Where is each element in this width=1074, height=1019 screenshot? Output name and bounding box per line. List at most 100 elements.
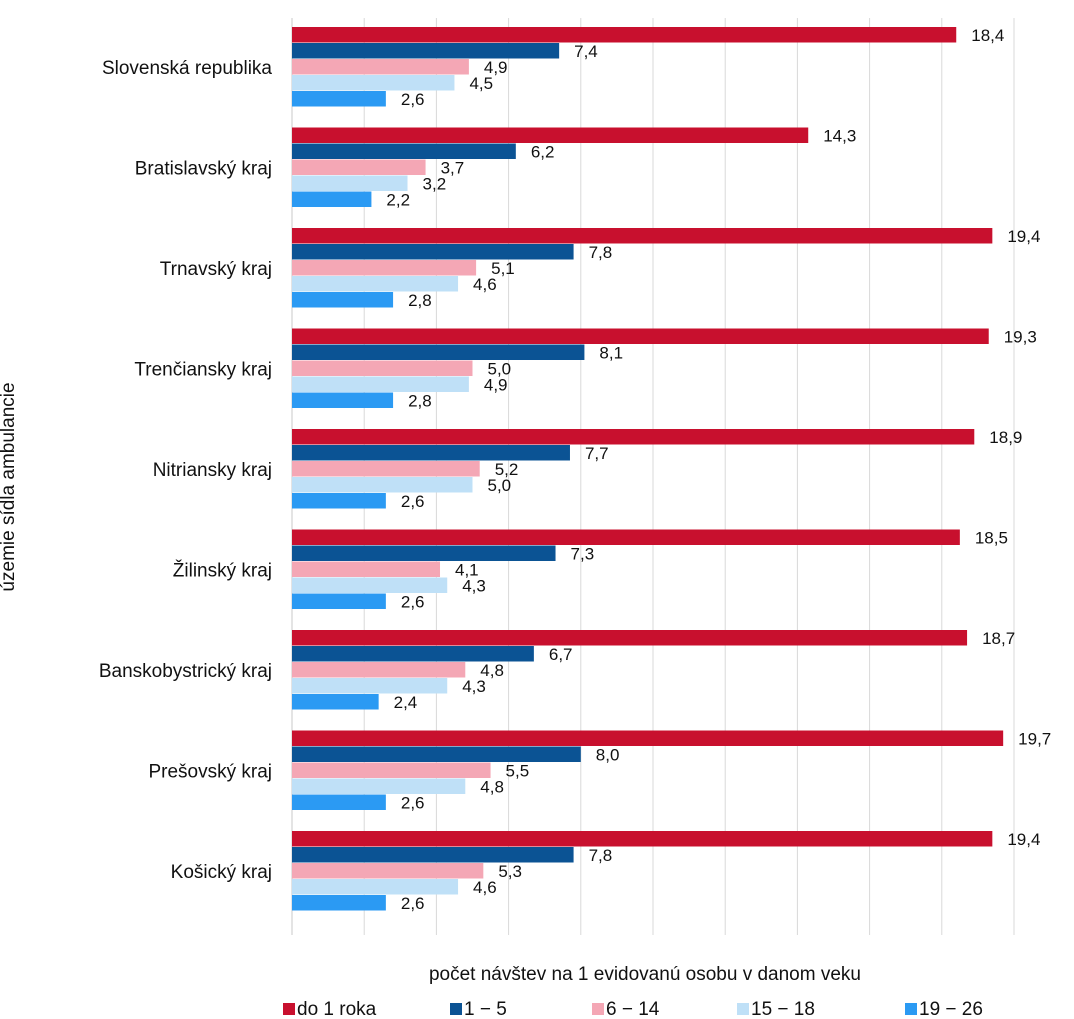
bar <box>292 530 960 546</box>
data-label: 4,3 <box>462 677 486 696</box>
bar <box>292 345 584 361</box>
bar <box>292 461 480 477</box>
legend-swatch <box>592 1003 604 1015</box>
bar <box>292 176 408 192</box>
data-label: 4,6 <box>473 878 497 897</box>
legend-label: 19 − 26 <box>919 999 983 1019</box>
bar <box>292 847 574 863</box>
data-label: 2,6 <box>401 894 425 913</box>
bar <box>292 747 581 763</box>
data-label: 8,1 <box>599 343 623 362</box>
data-label: 6,7 <box>549 645 573 664</box>
bar <box>292 276 458 292</box>
legend-label: 15 − 18 <box>751 999 815 1019</box>
data-label: 14,3 <box>823 126 856 145</box>
data-label: 7,8 <box>589 243 613 262</box>
legend-label: 6 − 14 <box>606 999 660 1019</box>
data-label: 4,6 <box>473 275 497 294</box>
data-label: 4,3 <box>462 576 486 595</box>
category-label: Nitriansky kraj <box>153 460 272 481</box>
bar <box>292 329 989 345</box>
data-label: 7,3 <box>571 544 595 563</box>
bar <box>292 895 386 911</box>
data-label: 2,6 <box>401 793 425 812</box>
data-label: 18,9 <box>989 428 1022 447</box>
bar <box>292 160 426 176</box>
bar <box>292 445 570 461</box>
bar <box>292 59 469 75</box>
bar <box>292 831 992 847</box>
data-label: 4,5 <box>469 74 493 93</box>
bar <box>292 594 386 610</box>
legend-swatch <box>737 1003 749 1015</box>
legend-label: do 1 roka <box>297 999 377 1019</box>
data-label: 2,4 <box>394 693 418 712</box>
legend-item: 1 − 5 <box>450 999 507 1019</box>
bar <box>292 43 559 59</box>
legend-swatch <box>905 1003 917 1015</box>
bar <box>292 678 447 694</box>
bar <box>292 731 1003 747</box>
data-label: 5,5 <box>506 761 530 780</box>
category-label: Bratislavský kraj <box>135 158 272 179</box>
data-label: 8,0 <box>596 745 620 764</box>
data-label: 19,3 <box>1004 327 1037 346</box>
data-label: 4,8 <box>480 777 504 796</box>
legend: do 1 roka 1 − 5 6 − 14 15 − 18 19 − 26 <box>283 999 983 1019</box>
bar <box>292 546 556 562</box>
bar <box>292 694 379 710</box>
data-label: 7,7 <box>585 444 609 463</box>
category-label: Žilinský kraj <box>173 559 272 581</box>
bar <box>292 779 465 795</box>
data-label: 2,8 <box>408 291 432 310</box>
data-label: 18,7 <box>982 629 1015 648</box>
bar <box>292 393 393 409</box>
bar <box>292 244 574 260</box>
data-label: 5,3 <box>498 862 522 881</box>
bar <box>292 144 516 160</box>
category-label: Banskobystrický kraj <box>99 661 272 682</box>
data-label: 7,4 <box>574 42 598 61</box>
data-label: 6,2 <box>531 142 555 161</box>
legend-item: 15 − 18 <box>737 999 815 1019</box>
bar <box>292 75 454 91</box>
bar <box>292 192 371 208</box>
data-label: 4,9 <box>484 375 508 394</box>
bar <box>292 477 473 493</box>
bar <box>292 260 476 276</box>
legend-item: 19 − 26 <box>905 999 983 1019</box>
data-label: 19,4 <box>1007 227 1040 246</box>
data-label: 18,5 <box>975 528 1008 547</box>
legend-swatch <box>450 1003 462 1015</box>
category-labels: Slovenská republika Bratislavský kraj Trna… <box>99 58 273 883</box>
bar <box>292 429 974 445</box>
category-label: Trnavský kraj <box>160 259 272 280</box>
bar <box>292 879 458 895</box>
data-label: 18,4 <box>971 26 1004 45</box>
category-label: Košický kraj <box>171 862 272 883</box>
bar <box>292 578 447 594</box>
data-label: 2,8 <box>408 391 432 410</box>
category-label: Slovenská republika <box>102 58 272 79</box>
bar <box>292 377 469 393</box>
category-label: Prešovský kraj <box>148 761 272 782</box>
bar <box>292 630 967 646</box>
legend-item: do 1 roka <box>283 999 377 1019</box>
bar <box>292 361 473 377</box>
bar <box>292 562 440 578</box>
bar <box>292 646 534 662</box>
data-label: 2,2 <box>386 190 410 209</box>
data-label: 19,4 <box>1007 830 1040 849</box>
data-label: 2,6 <box>401 90 425 109</box>
legend-label: 1 − 5 <box>464 999 507 1019</box>
bar <box>292 795 386 811</box>
bar <box>292 292 393 308</box>
data-label: 2,6 <box>401 492 425 511</box>
data-label: 3,2 <box>423 174 447 193</box>
data-label: 7,8 <box>589 846 613 865</box>
bar <box>292 863 483 879</box>
bars <box>292 27 1003 911</box>
bar <box>292 128 808 144</box>
bar <box>292 91 386 107</box>
